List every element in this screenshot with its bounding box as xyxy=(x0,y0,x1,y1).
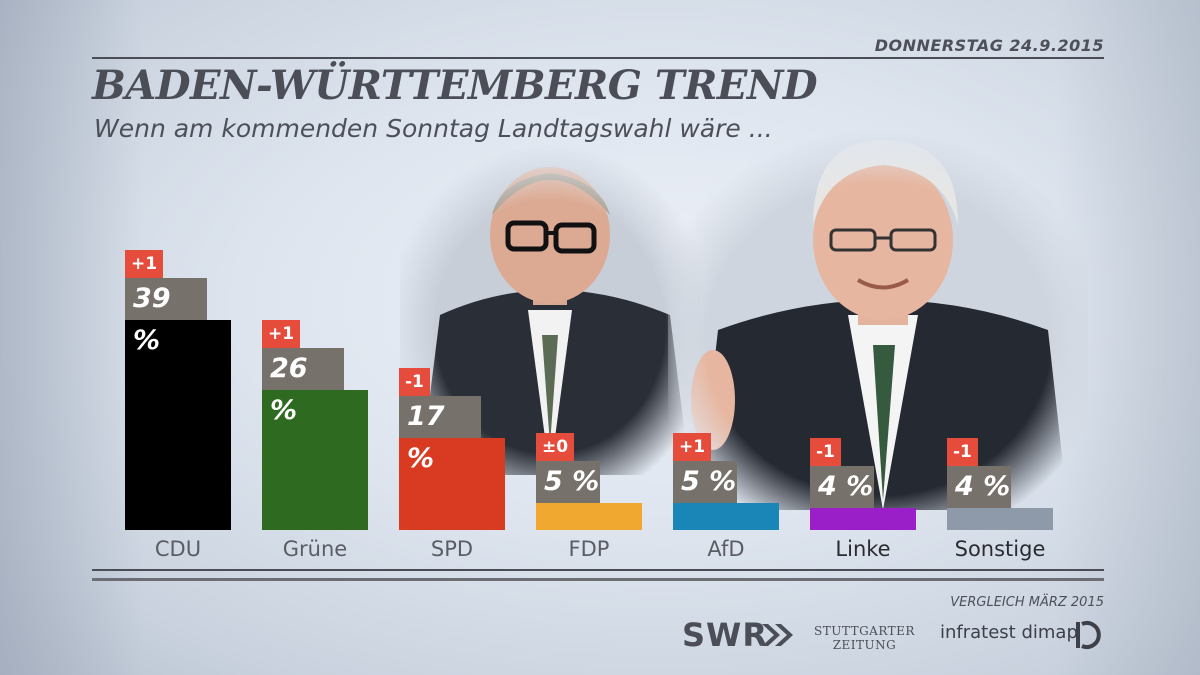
value-label-spd: 17 % xyxy=(399,396,481,474)
page-title: BADEN-WÜRTTEMBERG TREND xyxy=(92,62,818,109)
bar-fdp xyxy=(536,503,642,530)
bottom-rule-thick xyxy=(92,569,1104,571)
comparison-note: VERGLEICH MÄRZ 2015 xyxy=(950,595,1104,610)
date-label: DONNERSTAG 24.9.2015 xyxy=(874,36,1104,55)
sz-line2: ZEITUNG xyxy=(832,638,897,652)
top-rule xyxy=(92,57,1104,59)
bar-cdu xyxy=(125,320,231,530)
swr-arrows-icon xyxy=(762,624,793,646)
category-label-fdp: FDP xyxy=(568,537,610,561)
swr-logo: SWR xyxy=(682,616,768,654)
category-label-sonstige: Sonstige xyxy=(954,537,1046,561)
bar-sonstige xyxy=(947,508,1053,530)
infratest-dimap-mark-icon xyxy=(1076,621,1101,649)
infratest-dimap-logo: infratest dimap xyxy=(940,622,1078,643)
change-badge-fdp: ±0 xyxy=(536,433,575,461)
change-badge-sonstige: -1 xyxy=(947,438,978,466)
change-badge-grüne: +1 xyxy=(262,320,301,348)
value-label-grüne: 26 % xyxy=(262,348,344,426)
value-label-afd: 5 % xyxy=(673,461,737,503)
page-subtitle: Wenn am kommenden Sonntag Landtagswahl w… xyxy=(94,114,773,143)
change-badge-afd: +1 xyxy=(673,433,712,461)
bar-afd xyxy=(673,503,779,530)
bar-spd xyxy=(399,438,505,530)
category-label-afd: AfD xyxy=(707,537,745,561)
value-label-fdp: 5 % xyxy=(536,461,600,503)
bar-linke xyxy=(810,508,916,530)
sz-line1: STUTTGARTER xyxy=(814,624,915,638)
category-label-linke: Linke xyxy=(835,537,891,561)
change-badge-cdu: +1 xyxy=(125,250,164,278)
portrait-left-politician xyxy=(400,145,700,475)
bar-grüne xyxy=(262,390,368,530)
category-label-spd: SPD xyxy=(430,537,474,561)
change-badge-linke: -1 xyxy=(810,438,841,466)
value-label-sonstige: 4 % xyxy=(947,466,1011,508)
category-label-grüne: Grüne xyxy=(282,537,348,561)
value-label-linke: 4 % xyxy=(810,466,874,508)
portrait-right-politician xyxy=(668,130,1088,510)
change-badge-spd: -1 xyxy=(399,368,430,396)
stuttgarter-zeitung-logo: STUTTGARTER ZEITUNG xyxy=(814,624,915,652)
value-label-cdu: 39 % xyxy=(125,278,207,356)
bottom-rule-thin xyxy=(92,578,1104,581)
category-label-cdu: CDU xyxy=(154,537,202,561)
